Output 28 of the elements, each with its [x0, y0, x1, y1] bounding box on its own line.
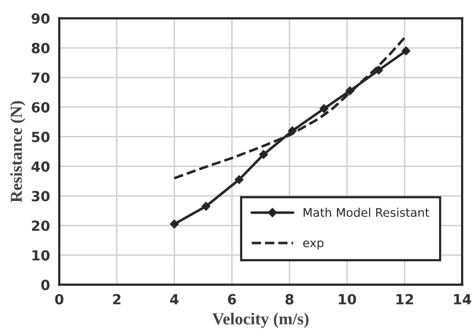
- x-tick-label: 8: [285, 294, 294, 304]
- x-tick-label: 6: [228, 294, 236, 304]
- x-tick-label: 14: [454, 294, 472, 304]
- y-tick-label: 30: [32, 190, 50, 202]
- y-tick-label: 0: [41, 280, 50, 290]
- x-tick-label: 12: [396, 294, 414, 304]
- y-tick-label: 80: [32, 42, 50, 54]
- y-tick-label: 10: [32, 250, 50, 261]
- legend-label: exp: [303, 240, 324, 250]
- point: [259, 150, 268, 159]
- y-tick-label: 70: [32, 72, 50, 83]
- y-tick-label: 40: [32, 161, 50, 172]
- point: [234, 175, 244, 184]
- point: [170, 220, 179, 228]
- x-tick-label: 2: [113, 294, 120, 304]
- point: [402, 46, 410, 56]
- y-tick-label: 90: [32, 13, 50, 24]
- x-tick-label: 10: [338, 294, 356, 304]
- legend-label: Math Model Resistant: [304, 208, 430, 217]
- y-tick-label: 50: [32, 132, 50, 142]
- y-tick-label: 60: [32, 102, 50, 113]
- point: [320, 104, 328, 114]
- y-axis-title: Resistance (N): [10, 101, 26, 202]
- point: [202, 202, 210, 211]
- x-tick-label: 4: [170, 294, 179, 304]
- y-tick-label: 20: [32, 220, 50, 231]
- x-axis-title: Velocity (m/s): [212, 312, 308, 328]
- x-tick-label: 0: [55, 294, 64, 304]
